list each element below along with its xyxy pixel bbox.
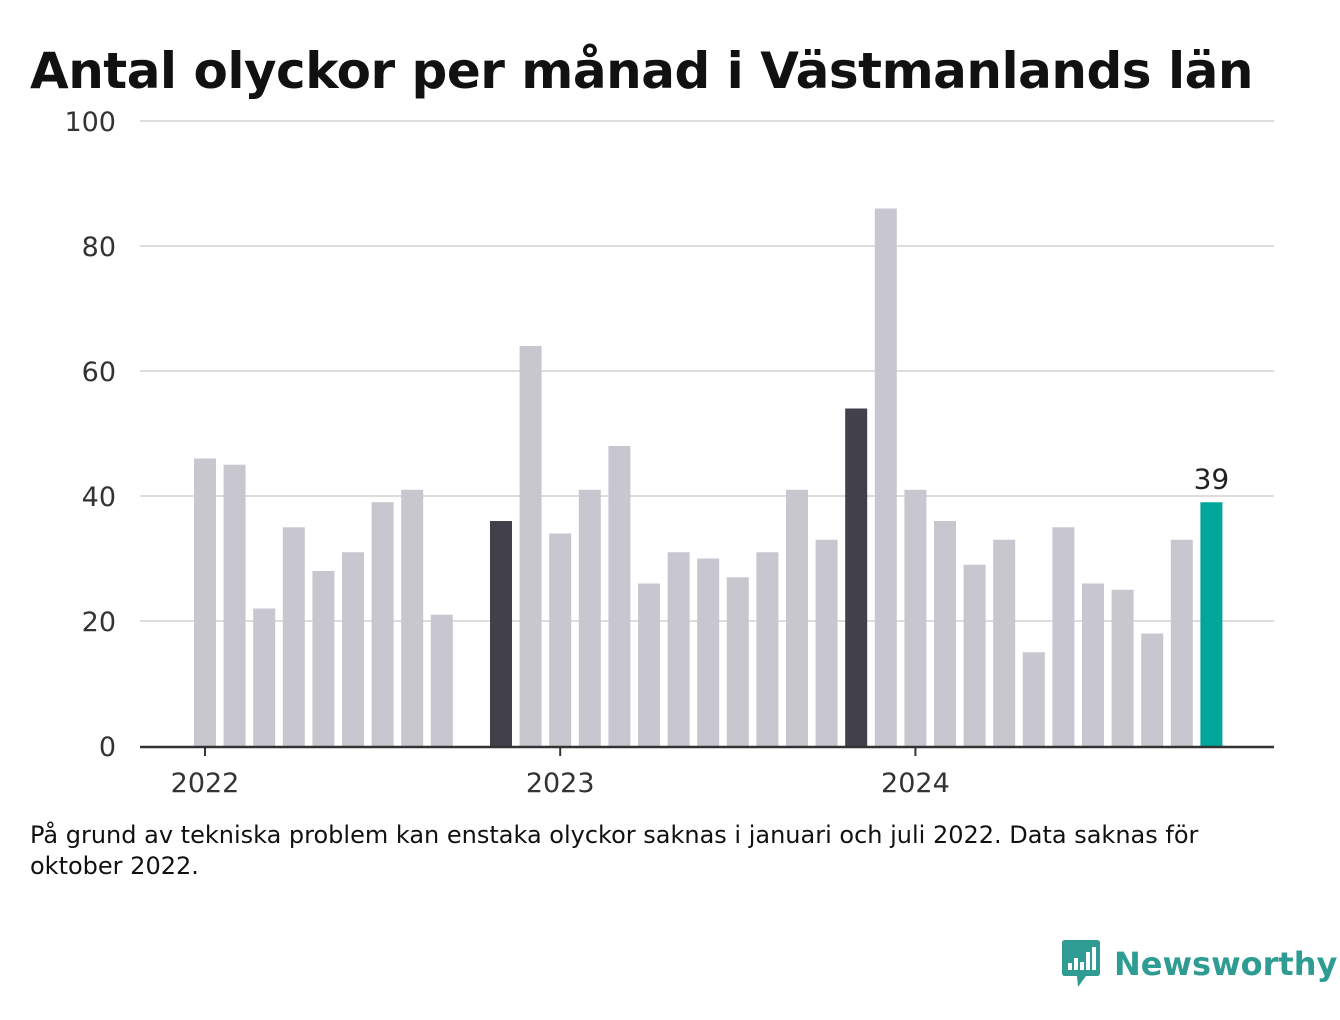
- y-tick-label-40: 40: [82, 482, 116, 513]
- x-tick-label-2023: 2023: [526, 768, 595, 799]
- bar-2022-11: [490, 521, 512, 746]
- bar-2023-06: [697, 558, 720, 746]
- bar-2022-07: [371, 502, 394, 746]
- bar-2022-09: [430, 614, 453, 746]
- brand-name: Newsworthy: [1114, 945, 1338, 983]
- x-axis-ticks: 2022 2023 2024: [171, 747, 950, 799]
- bar-2023-07: [726, 577, 749, 746]
- bar-2024-11: [1200, 502, 1223, 746]
- y-tick-label-100: 100: [64, 107, 116, 138]
- y-tick-label-80: 80: [82, 232, 116, 263]
- bar-2024-08: [1111, 589, 1134, 746]
- bar-2023-03: [608, 446, 631, 746]
- bar-2022-01: [194, 458, 216, 746]
- bar-2022-04: [282, 527, 305, 746]
- bar-2022-05: [312, 571, 335, 746]
- footnote: På grund av tekniska problem kan enstaka…: [30, 821, 1199, 880]
- bar-2023-02: [578, 489, 601, 746]
- bar-2024-06: [1052, 527, 1075, 746]
- y-tick-label-0: 0: [99, 732, 116, 763]
- y-tick-label-20: 20: [82, 607, 116, 638]
- brand-logo: Newsworthy: [1060, 938, 1337, 990]
- data-label-latest: 39: [1194, 462, 1230, 495]
- bar-2023-11: [845, 408, 868, 746]
- gridlines: [140, 120, 1274, 622]
- bar-2024-10: [1170, 539, 1193, 746]
- bar-2024-05: [1022, 652, 1045, 746]
- bar-2023-12: [874, 208, 897, 746]
- chart-title: Antal olyckor per månad i Västmanlands l…: [30, 42, 1253, 100]
- bar-2022-03: [253, 608, 276, 746]
- bar-2024-07: [1082, 583, 1104, 746]
- bar-2023-05: [667, 552, 690, 746]
- x-tick-label-2024: 2024: [881, 768, 950, 799]
- y-tick-label-60: 60: [82, 357, 116, 388]
- bar-2023-09: [786, 489, 808, 746]
- bars: [194, 208, 1223, 746]
- bar-2024-09: [1141, 633, 1164, 746]
- bar-2022-08: [401, 489, 424, 746]
- bar-2024-02: [934, 521, 956, 746]
- bar-chart: 0 20 40 60 80 100 2022 2023 2024 39: [64, 107, 1274, 799]
- x-tick-label-2022: 2022: [171, 768, 240, 799]
- bar-2022-12: [519, 346, 542, 746]
- bar-2023-04: [638, 583, 660, 746]
- bar-2023-01: [549, 533, 572, 746]
- bar-chart-bubble-icon: [1062, 940, 1100, 987]
- bar-2024-04: [993, 539, 1016, 746]
- y-axis-tick-labels: 0 20 40 60 80 100: [64, 107, 116, 763]
- data-labels: 39: [1194, 462, 1230, 495]
- bar-2024-01: [904, 489, 927, 746]
- bar-2023-08: [756, 552, 779, 746]
- bar-2022-06: [342, 552, 364, 746]
- bar-2024-03: [963, 564, 986, 746]
- bar-2022-02: [223, 464, 246, 746]
- bar-2023-10: [815, 539, 838, 746]
